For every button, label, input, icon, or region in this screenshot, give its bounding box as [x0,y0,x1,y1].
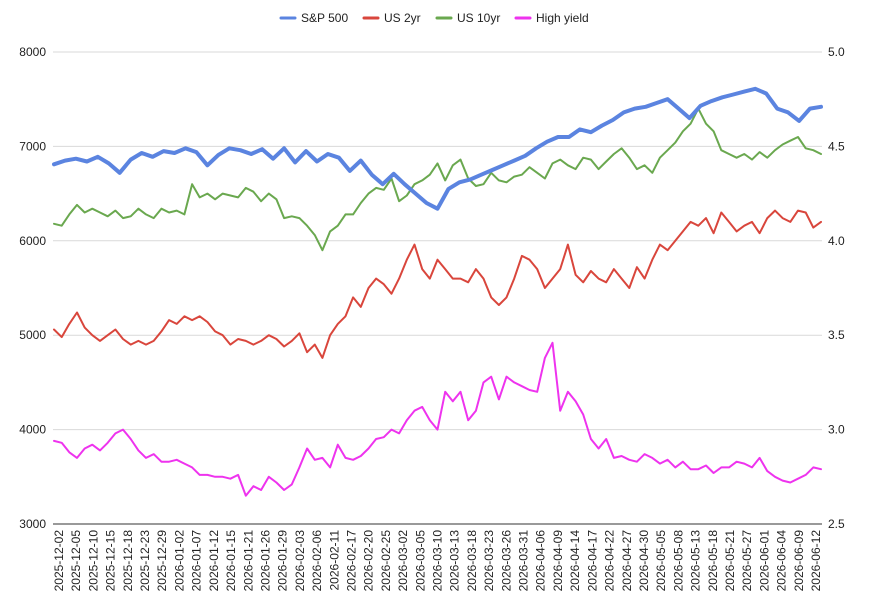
x-tick-label: 2026-05-05 [654,530,668,592]
x-tick-label: 2026-02-25 [379,530,393,592]
grid-lines [53,51,822,525]
x-tick-label: 2026-06-01 [757,530,771,592]
series-layer [52,86,823,497]
series-line-0 [52,86,823,211]
x-tick-label: 2026-04-14 [568,530,582,592]
x-tick-label: 2026-05-13 [689,530,703,592]
x-tick-label: 2026-05-18 [706,530,720,592]
x-tick-label: 2025-12-29 [155,530,169,592]
x-tick-label: 2026-04-30 [637,530,651,592]
y-right-tick-label: 2.5 [828,517,845,531]
x-tick-label: 2026-06-12 [809,530,823,592]
x-tick-label: 2026-04-09 [551,530,565,592]
x-tick-label: 2026-03-05 [413,530,427,592]
y-right-tick-label: 4.5 [828,139,845,153]
x-tick-label: 2026-01-21 [241,530,255,592]
legend-label: High yield [536,11,589,25]
series-line-2 [53,107,822,252]
legend: S&P 500 US 2yr US 10yr High yield [279,11,589,25]
x-tick-label: 2025-12-23 [138,530,152,592]
y-right-tick-label: 4.0 [828,234,845,248]
series-line-1 [53,209,822,359]
y-right-tick-label: 3.0 [828,423,845,437]
x-tick-label: 2026-01-07 [190,530,204,592]
x-tick-label: 2026-04-17 [585,530,599,592]
y-right-tick-label: 5.0 [828,45,845,59]
x-axis: 2025-12-02 2025-12-05 2025-12-10 2025-12-15… [52,530,823,592]
right-y-axis: 2.5 3.0 3.5 4.0 4.5 5.0 [828,45,845,531]
x-tick-label: 2026-03-10 [431,530,445,592]
legend-label: US 10yr [457,11,500,25]
x-tick-label: 2025-12-15 [104,530,118,592]
x-tick-label: 2026-05-27 [740,530,754,592]
x-tick-label: 2026-06-09 [792,530,806,592]
y-left-tick-label: 6000 [19,234,46,248]
x-tick-label: 2026-06-04 [775,530,789,592]
y-right-tick-label: 3.5 [828,328,845,342]
x-tick-label: 2026-02-11 [327,530,341,591]
x-tick-label: 2026-01-12 [207,530,221,592]
y-left-tick-label: 5000 [19,328,46,342]
x-tick-label: 2026-02-20 [362,530,376,592]
x-tick-label: 2026-03-31 [517,530,531,592]
x-tick-label: 2025-12-10 [86,530,100,592]
x-tick-label: 2025-12-18 [121,530,135,592]
left-y-axis: 3000 4000 5000 6000 7000 8000 [19,45,46,531]
x-tick-label: 2025-12-05 [69,530,83,592]
x-tick-label: 2026-01-26 [258,530,272,592]
x-tick-label: 2026-01-02 [172,530,186,592]
x-tick-label: 2026-03-18 [465,530,479,592]
x-tick-label: 2026-03-26 [499,530,513,592]
x-tick-label: 2026-04-27 [620,530,634,592]
x-tick-label: 2026-05-08 [671,530,685,592]
x-tick-label: 2026-02-06 [310,530,324,592]
x-tick-label: 2026-04-06 [534,530,548,592]
x-tick-label: 2026-03-23 [482,530,496,592]
y-left-tick-label: 8000 [19,45,46,59]
x-tick-label: 2026-03-13 [448,530,462,592]
y-left-tick-label: 7000 [19,139,46,153]
x-tick-label: 2026-04-22 [603,530,617,592]
x-tick-label: 2026-01-29 [276,530,290,592]
x-tick-label: 2026-05-21 [723,530,737,592]
x-tick-label: 2025-12-02 [52,530,66,592]
legend-label: US 2yr [384,11,421,25]
y-left-tick-label: 4000 [19,423,46,437]
y-left-tick-label: 3000 [19,517,46,531]
x-tick-label: 2026-02-03 [293,530,307,592]
legend-label: S&P 500 [301,11,348,25]
x-tick-label: 2026-03-02 [396,530,410,592]
series-line-3 [53,341,822,497]
x-tick-label: 2026-02-17 [344,530,358,592]
x-tick-label: 2026-01-15 [224,530,238,592]
